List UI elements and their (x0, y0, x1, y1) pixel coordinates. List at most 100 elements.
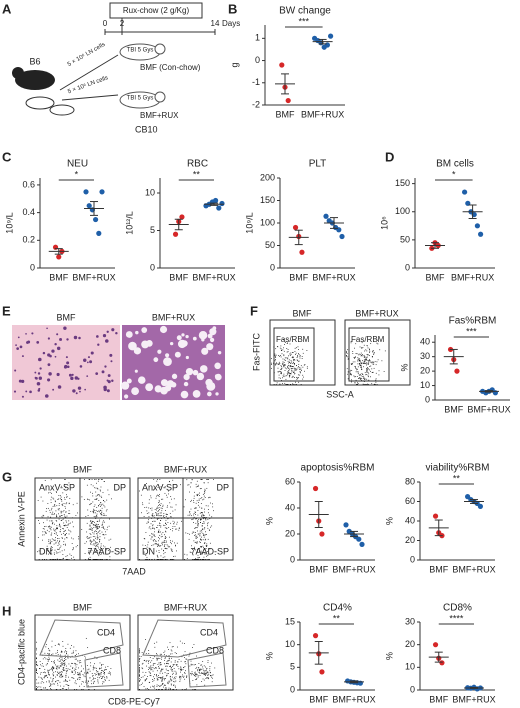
event (59, 681, 61, 683)
data-point (324, 42, 330, 48)
event (370, 361, 372, 363)
event (298, 381, 300, 383)
event (104, 521, 105, 523)
event (53, 523, 55, 525)
event (296, 359, 298, 361)
event (153, 520, 155, 522)
cell (37, 372, 41, 375)
event (282, 361, 284, 363)
event (53, 529, 55, 531)
cell (19, 345, 23, 349)
event (93, 559, 95, 560)
event (91, 683, 93, 685)
event (162, 677, 164, 679)
event (40, 673, 41, 675)
fat-vacuole (192, 336, 197, 341)
event (53, 539, 55, 541)
event (149, 666, 151, 668)
event (63, 544, 65, 546)
event (36, 688, 37, 690)
event (299, 354, 301, 356)
event (161, 668, 163, 670)
event (45, 646, 47, 648)
event (154, 536, 156, 537)
event (372, 363, 374, 365)
event (204, 684, 206, 686)
event (193, 531, 195, 533)
event (204, 490, 206, 492)
event (352, 361, 354, 363)
chart-title: BW change (279, 6, 331, 17)
event (199, 532, 201, 534)
event (171, 657, 173, 659)
event (196, 549, 198, 551)
event (65, 676, 67, 678)
flow-plot (34, 477, 131, 561)
event (93, 510, 95, 512)
event (177, 661, 179, 663)
x-tick-label: BMF (169, 272, 189, 282)
event (72, 538, 74, 540)
event (153, 686, 154, 688)
fat-vacuole (163, 357, 172, 366)
event (364, 359, 366, 360)
event (68, 559, 70, 560)
event (84, 553, 86, 554)
event (47, 553, 49, 555)
cell (66, 361, 70, 365)
event (156, 657, 158, 659)
event (59, 666, 61, 668)
event (276, 363, 278, 365)
event (100, 673, 102, 675)
event (50, 559, 52, 560)
event (103, 520, 104, 522)
event (79, 672, 81, 674)
event (208, 673, 210, 675)
y-tick-label: 60 (405, 496, 415, 506)
event (280, 368, 282, 370)
event (196, 500, 198, 502)
y-tick-label: 150 (260, 195, 275, 205)
event (361, 373, 363, 375)
event (77, 545, 79, 547)
event (205, 538, 207, 540)
event (174, 526, 176, 527)
event (213, 510, 214, 512)
event (172, 559, 173, 560)
event (189, 533, 190, 535)
event (192, 531, 194, 533)
event (147, 688, 148, 689)
event (93, 540, 95, 542)
event (365, 357, 367, 359)
event (194, 527, 196, 529)
event (145, 680, 146, 681)
event (291, 366, 293, 367)
event (109, 672, 111, 674)
event (68, 523, 70, 525)
event (159, 534, 161, 536)
event (64, 651, 66, 653)
event (58, 525, 60, 527)
event (101, 549, 102, 551)
event (279, 363, 281, 364)
event (60, 656, 62, 658)
event (48, 492, 49, 494)
event (170, 684, 172, 686)
event (101, 664, 103, 665)
data-point (343, 522, 349, 528)
event (197, 524, 199, 526)
event (88, 551, 90, 553)
event (42, 559, 43, 560)
event (83, 675, 85, 677)
event (176, 653, 177, 654)
event (198, 559, 200, 560)
event (56, 674, 58, 675)
event (203, 495, 205, 497)
event (304, 364, 306, 366)
event (199, 547, 200, 549)
y-axis-label: % (264, 517, 274, 525)
cell (38, 376, 43, 380)
y-tick-label: 40 (405, 515, 415, 525)
event (369, 359, 370, 361)
event (190, 482, 192, 484)
